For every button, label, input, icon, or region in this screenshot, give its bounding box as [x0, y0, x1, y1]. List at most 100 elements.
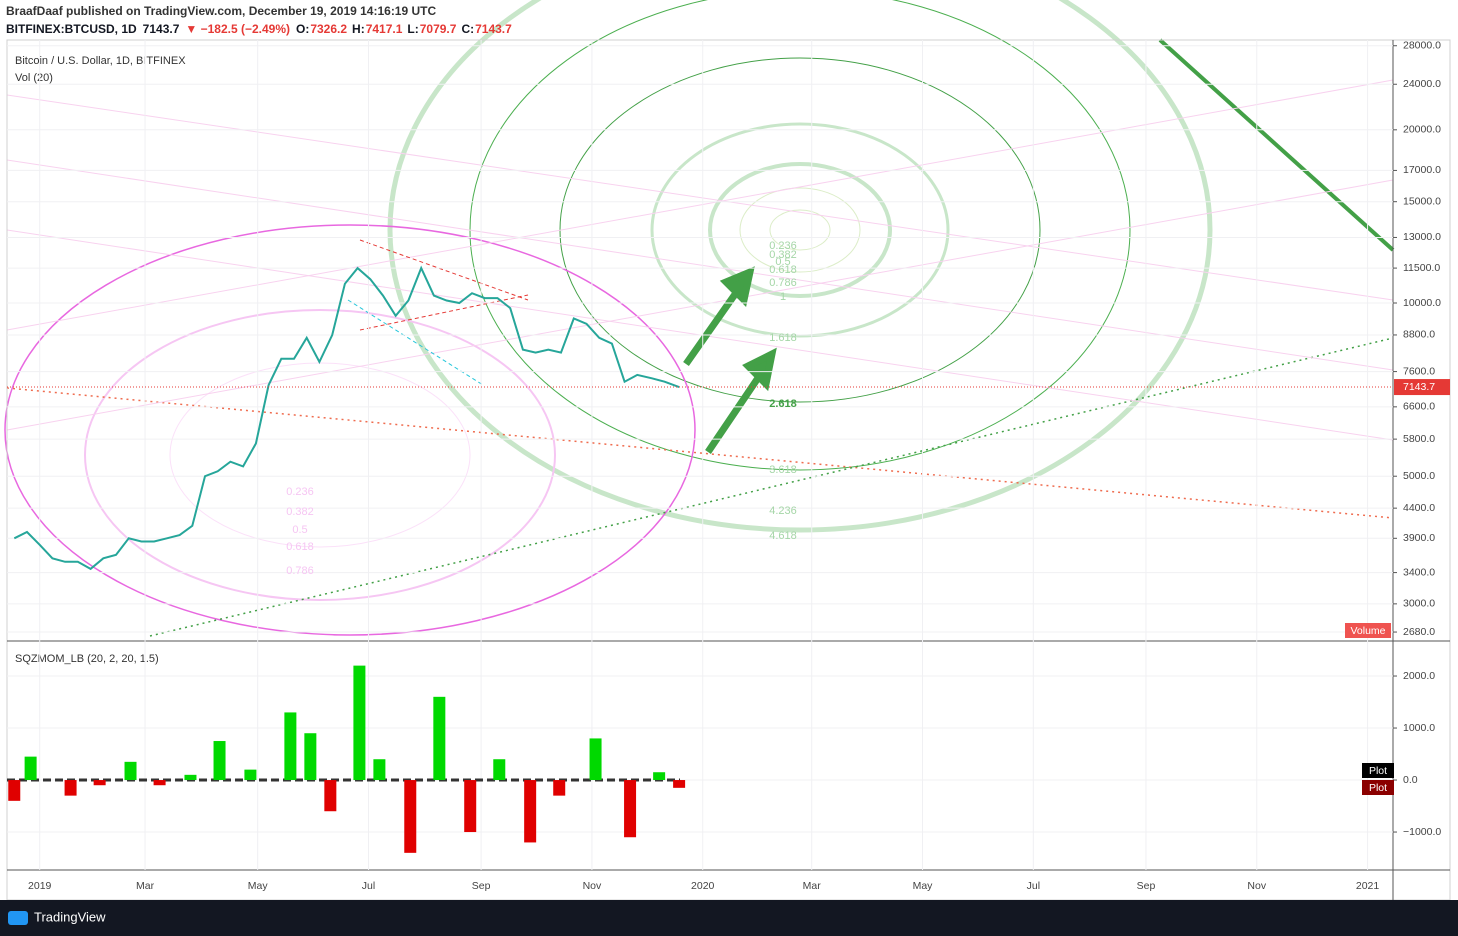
x-tick-label: May — [248, 880, 269, 892]
momentum-bar — [244, 769, 257, 781]
x-tick-label: 2020 — [691, 880, 715, 892]
channel-line — [6, 179, 1394, 431]
triangle-line — [359, 239, 529, 301]
y-tick-label: 2680.0 — [1403, 626, 1435, 638]
footer-brand: TradingView — [34, 909, 106, 924]
fib-circle — [650, 122, 950, 338]
fib-label: 0.236 — [286, 486, 314, 498]
y-tick-label: 17000.0 — [1403, 164, 1441, 176]
channel-line — [6, 94, 1394, 301]
x-tick-label: Jul — [362, 880, 375, 892]
momentum-bar — [493, 759, 506, 781]
y-tick-label: −1000.0 — [1403, 826, 1441, 838]
symbol-info: 7326.2 — [310, 22, 347, 36]
x-tick-label: 2021 — [1356, 880, 1380, 892]
x-tick-label: Nov — [583, 880, 602, 892]
y-tick-label: 4400.0 — [1403, 502, 1435, 514]
momentum-bar — [8, 780, 21, 801]
fib-circle — [769, 209, 831, 251]
fib-label: 0.618 — [286, 541, 314, 553]
momentum-bar — [153, 780, 166, 786]
symbol-info: 7143.7 — [475, 22, 512, 36]
symbol-info: 7079.7 — [420, 22, 457, 36]
volume-legend: Vol (20) — [15, 72, 53, 84]
y-tick-label: 0.0 — [1403, 774, 1418, 786]
symbol-info: 7143.7 — [143, 22, 180, 36]
momentum-bar — [624, 780, 637, 838]
y-tick-label: 5000.0 — [1403, 470, 1435, 482]
fib-label: 0.786 — [286, 565, 314, 577]
y-tick-label: 28000.0 — [1403, 40, 1441, 52]
momentum-bar — [213, 741, 226, 781]
momentum-bar — [124, 761, 137, 781]
momentum-bar — [524, 780, 537, 843]
y-tick-label: 7600.0 — [1403, 365, 1435, 377]
momentum-bar — [64, 780, 77, 796]
price-badge — [1394, 379, 1450, 396]
y-tick-label: 3900.0 — [1403, 532, 1435, 544]
y-tick-label: 5800.0 — [1403, 433, 1435, 445]
x-tick-label: Nov — [1247, 880, 1266, 892]
y-tick-label: 15000.0 — [1403, 195, 1441, 207]
logo — [8, 911, 28, 925]
momentum-bar — [464, 780, 477, 833]
fib-label: 0.618 — [769, 264, 797, 276]
legend-label: Plot — [1369, 782, 1387, 794]
y-tick-label: 13000.0 — [1403, 231, 1441, 243]
x-tick-label: Sep — [1137, 880, 1156, 892]
symbol-info: L: — [407, 22, 418, 36]
symbol-info: BITFINEX:BTCUSD, 1D — [6, 22, 137, 36]
x-tick-label: Mar — [136, 880, 155, 892]
fib-label: 0.382 — [769, 249, 797, 261]
momentum-bar — [24, 756, 37, 781]
x-tick-label: 2019 — [28, 880, 52, 892]
y-tick-label: 3000.0 — [1403, 598, 1435, 610]
symbol-info: ▼ −182.5 (−2.49%) — [185, 22, 290, 36]
legend-badge — [1362, 780, 1394, 795]
fib-label: 2.618 — [769, 398, 797, 410]
fib-label: 0.5 — [292, 524, 307, 536]
y-tick-label: 8800.0 — [1403, 329, 1435, 341]
momentum-bar — [304, 733, 317, 781]
publisher: BraafDaaf published on TradingView.com, … — [6, 4, 436, 18]
x-tick-label: May — [913, 880, 934, 892]
indicator-title: SQZMOM_LB (20, 2, 20, 1.5) — [15, 653, 159, 665]
fib-label: 0.786 — [769, 277, 797, 289]
fib-label: 0.5 — [775, 256, 790, 268]
fib-label: 0.382 — [286, 506, 314, 518]
fib-label: 4.236 — [769, 505, 797, 517]
channel-line — [6, 79, 1394, 331]
fib-label: 1 — [780, 291, 786, 303]
y-tick-label: 1000.0 — [1403, 722, 1435, 734]
momentum-bar — [553, 780, 566, 796]
momentum-bar — [673, 780, 686, 788]
legend-badge — [1362, 763, 1394, 778]
fib-circle — [739, 187, 861, 273]
y-tick-label: 24000.0 — [1403, 78, 1441, 90]
y-tick-label: 3400.0 — [1403, 566, 1435, 578]
fib-label: 3.618 — [769, 464, 797, 476]
legend-label: Plot — [1369, 765, 1387, 777]
volume-badge-label: Volume — [1350, 625, 1385, 637]
pink-ellipse — [84, 309, 556, 601]
momentum-bar — [353, 665, 366, 781]
momentum-bar — [93, 780, 106, 786]
y-tick-label: 2000.0 — [1403, 670, 1435, 682]
trend-line — [1158, 38, 1395, 252]
momentum-bar — [284, 712, 297, 781]
momentum-bar — [589, 738, 602, 781]
x-tick-label: Mar — [803, 880, 822, 892]
volume-badge — [1345, 623, 1391, 638]
pink-ellipse — [4, 224, 696, 636]
y-tick-label: 10000.0 — [1403, 297, 1441, 309]
price-badge-label: 7143.7 — [1403, 381, 1435, 393]
fib-circle — [708, 162, 892, 298]
y-tick-label: 20000.0 — [1403, 124, 1441, 136]
drawings — [4, 0, 1395, 637]
symbol-info: 7417.1 — [366, 22, 403, 36]
momentum-bar — [184, 774, 197, 781]
symbol-title: Bitcoin / U.S. Dollar, 1D, BITFINEX — [15, 55, 186, 67]
pink-ellipse — [169, 362, 471, 548]
